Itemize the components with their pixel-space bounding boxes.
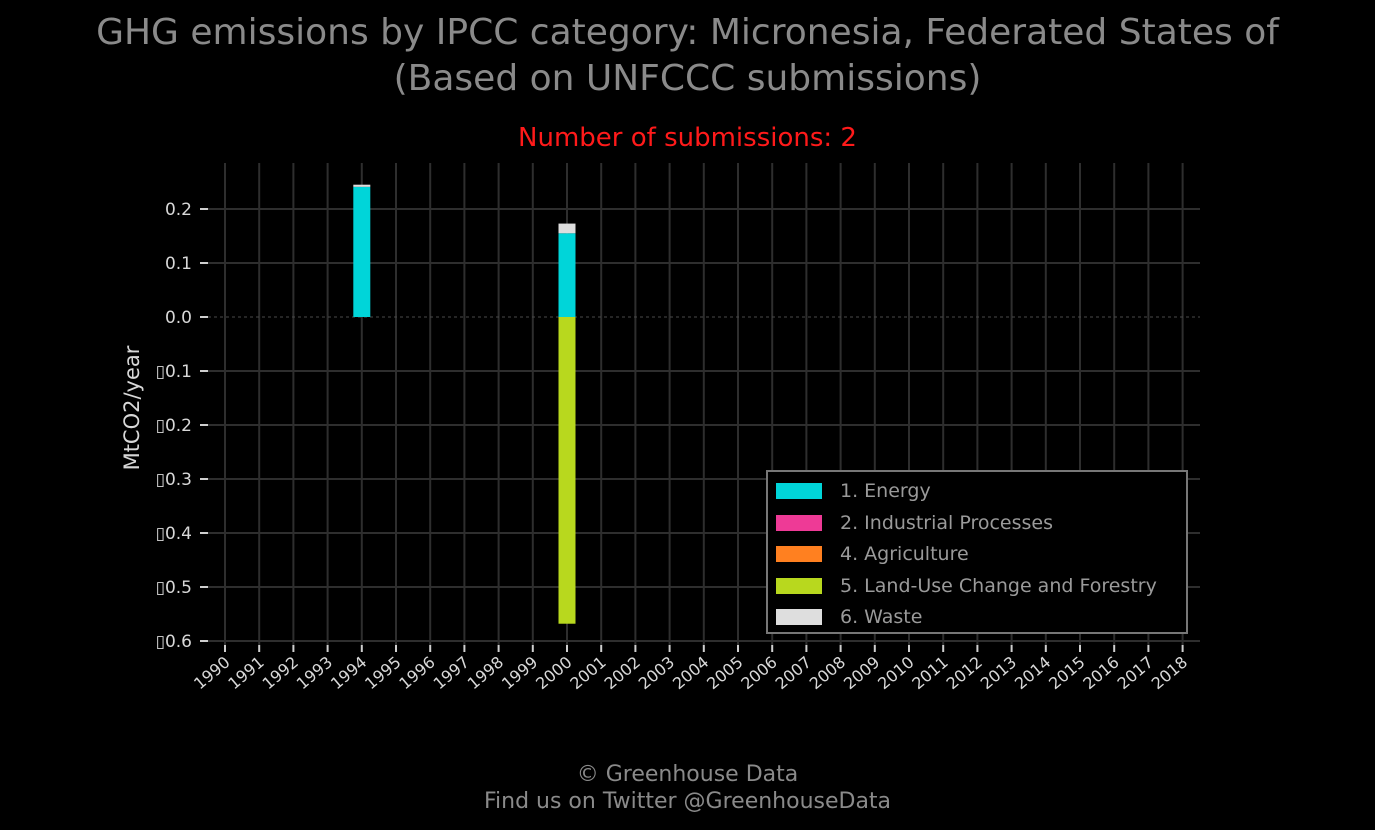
y-tick-label: ▯0.2 xyxy=(156,416,192,436)
y-tick-label: ▯0.4 xyxy=(156,524,192,544)
x-tick-label: 1995 xyxy=(361,653,404,694)
x-tick-label: 2004 xyxy=(669,653,712,694)
x-tick-label: 2000 xyxy=(532,653,575,694)
bar-1-energy-2000 xyxy=(558,233,576,317)
x-tick-label: 2015 xyxy=(1045,653,1088,694)
y-axis-label: MtCO2/year xyxy=(120,345,144,470)
x-tick-label: 1993 xyxy=(293,653,336,694)
x-tick-label: 2017 xyxy=(1114,653,1157,694)
legend-swatch xyxy=(776,514,822,531)
legend-swatch xyxy=(776,483,822,499)
chart-title-line-2: (Based on UNFCCC submissions) xyxy=(393,58,982,99)
legend-item: 5. Land-Use Change and Forestry xyxy=(776,575,1186,599)
footer-twitter: Find us on Twitter @GreenhouseData xyxy=(483,789,892,814)
bar-6-waste-1994 xyxy=(353,184,371,187)
y-tick-label: ▯0.1 xyxy=(156,362,192,382)
x-tick-label: 1992 xyxy=(259,653,302,694)
x-tick-label: 1996 xyxy=(395,653,438,694)
legend-item: 6. Waste xyxy=(776,606,1186,630)
legend-swatch xyxy=(776,577,822,594)
y-tick-label: 0.2 xyxy=(165,200,192,220)
x-tick-label: 2010 xyxy=(874,653,917,694)
x-tick-label: 2018 xyxy=(1148,653,1191,694)
legend-item: 2. Industrial Processes xyxy=(776,512,1186,536)
x-tick-label: 2002 xyxy=(601,653,644,694)
x-tick-label: 1998 xyxy=(464,653,507,694)
y-tick-label: 0.0 xyxy=(165,308,192,328)
legend-label: 2. Industrial Processes xyxy=(840,511,1053,534)
x-tick-label: 2011 xyxy=(908,653,951,694)
x-tick-label: 2007 xyxy=(772,653,815,694)
x-tick-label: 1990 xyxy=(190,653,233,694)
x-tick-label: 2013 xyxy=(977,653,1020,694)
x-tick-label: 1991 xyxy=(224,653,267,694)
bar-5-land-use-change-and-forestry-2000 xyxy=(558,317,576,624)
x-tick-label: 2006 xyxy=(737,653,780,694)
legend-label: 4. Agriculture xyxy=(840,543,969,565)
legend-label: 1. Energy xyxy=(840,480,931,502)
x-tick-label: 2009 xyxy=(840,653,883,694)
chart-title-line-1: GHG emissions by IPCC category: Micrones… xyxy=(96,12,1279,53)
legend-swatch xyxy=(776,546,822,562)
legend-label: 5. Land-Use Change and Forestry xyxy=(840,574,1157,597)
y-tick-label: ▯0.5 xyxy=(156,578,192,598)
x-tick-label: 1997 xyxy=(430,653,473,694)
legend-swatch xyxy=(776,609,822,625)
y-tick-label: ▯0.3 xyxy=(156,470,192,490)
x-tick-label: 2014 xyxy=(1011,653,1054,694)
x-tick-label: 1994 xyxy=(327,653,370,694)
legend-item: 1. Energy xyxy=(776,480,1186,504)
y-tick-label: 0.1 xyxy=(165,254,192,274)
x-tick-label: 2012 xyxy=(943,653,986,694)
x-tick-label: 2003 xyxy=(635,653,678,694)
x-tick-label: 2016 xyxy=(1079,653,1122,694)
legend: 1. Energy 2. Industrial Processes 4. Agric… xyxy=(766,470,1188,634)
legend-item: 4. Agriculture xyxy=(776,543,1186,567)
bar-layer xyxy=(353,184,576,624)
footer-copyright: © Greenhouse Data xyxy=(576,762,799,787)
x-tick-label: 2001 xyxy=(566,653,609,694)
legend-label: 6. Waste xyxy=(840,606,923,628)
x-tick-label: 2008 xyxy=(806,653,849,694)
bar-6-waste-2000 xyxy=(558,223,576,234)
x-tick-label: 2005 xyxy=(703,653,746,694)
bar-1-energy-1994 xyxy=(353,186,371,317)
y-tick-label: ▯0.6 xyxy=(156,632,192,652)
x-tick-label: 1999 xyxy=(498,653,541,694)
chart-subtitle: Number of submissions: 2 xyxy=(518,123,857,153)
